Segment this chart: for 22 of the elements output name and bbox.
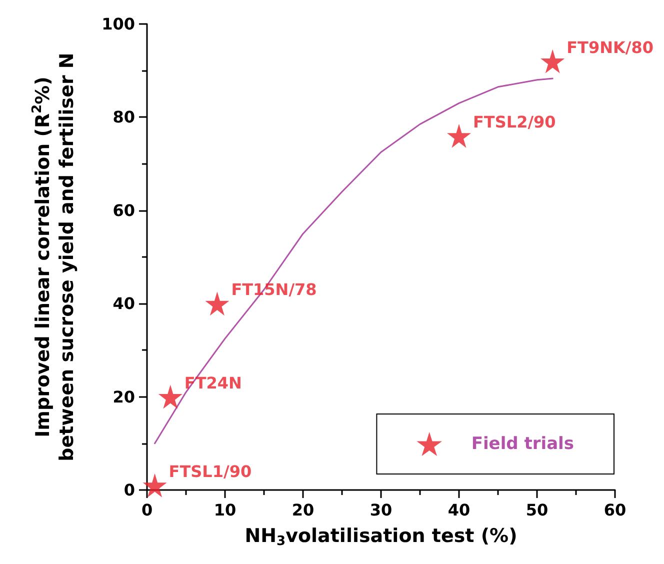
point	[142, 473, 167, 498]
point	[447, 124, 471, 148]
y-tick-label: 0	[124, 480, 135, 500]
x-tick-label: 50	[526, 500, 548, 520]
y-tick-label: 20	[112, 387, 135, 406]
x-tick-label: 10	[214, 500, 236, 520]
y-tick-label: 40	[112, 294, 135, 314]
annotation: FT9NK/80	[566, 38, 654, 57]
legend-label: Field trials	[471, 434, 574, 454]
x-tick-label: 60	[604, 500, 626, 520]
x-tick-label: 20	[292, 500, 314, 520]
x-tick-label: 0	[141, 500, 153, 520]
point	[540, 49, 565, 74]
point	[158, 384, 182, 409]
x-tick-label: 30	[370, 500, 392, 520]
y-tick-label: 100	[102, 14, 135, 34]
annotation: FTSL1/90	[168, 462, 252, 481]
y-tick-label: 80	[112, 108, 135, 127]
x-tick-label: 40	[448, 500, 470, 520]
annotation: FTSL2/90	[473, 112, 556, 132]
point	[205, 292, 230, 316]
y-tick-label: 60	[112, 200, 135, 220]
